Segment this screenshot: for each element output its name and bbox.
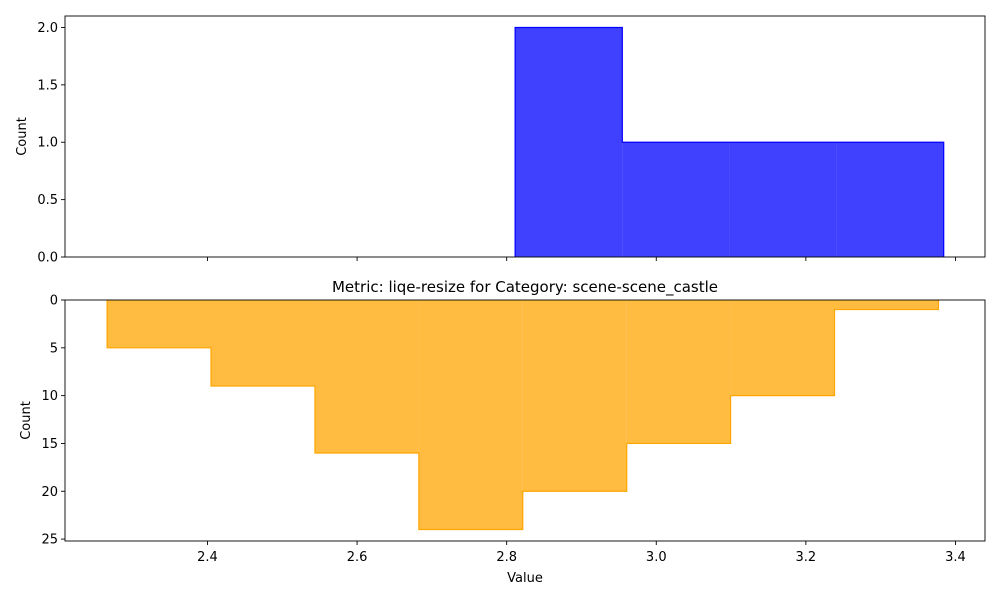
top-histogram-panel: 0.0 0.5 1.0 1.5 2.0 Count (15, 15, 986, 266)
axes-frame (64, 15, 986, 258)
histogram-bar (107, 300, 212, 348)
y-tick-label: 1.5 (37, 78, 58, 93)
x-tick-label: 3.4 (945, 550, 966, 565)
histogram-bar (729, 142, 837, 257)
histogram-bar (211, 300, 315, 387)
y-tick-label: 0.5 (37, 193, 58, 208)
histogram-bar (622, 142, 730, 257)
axes-frame (64, 299, 986, 542)
histogram-step-outline (514, 26, 945, 257)
histogram-bar (834, 300, 939, 310)
y-axis-label: Count (19, 401, 34, 440)
histogram-bar (522, 300, 627, 492)
y-tick-label: 0.0 (37, 251, 58, 266)
x-tick-label: 2.6 (347, 550, 368, 565)
x-axis-label: Value (507, 571, 543, 586)
x-tick-label: 3.2 (796, 550, 817, 565)
y-tick-label: 5 (50, 341, 58, 356)
x-tick-label: 2.8 (496, 550, 517, 565)
y-tick-label: 20 (41, 485, 58, 500)
y-tick-label: 25 (41, 533, 58, 548)
y-tick-label: 1.0 (37, 136, 58, 151)
histogram-bar (730, 300, 835, 396)
histogram-bar (418, 300, 523, 530)
histogram-step-outline (106, 300, 940, 531)
x-tick-label: 2.4 (197, 550, 218, 565)
x-tick-label: 3.0 (646, 550, 667, 565)
y-axis-label: Count (15, 117, 30, 156)
y-tick-label: 2.0 (37, 21, 58, 36)
y-tick-label: 0 (50, 294, 58, 309)
chart-title: Metric: liqe-resize for Category: scene-… (332, 278, 718, 297)
histogram-bar (515, 27, 623, 257)
bottom-histogram-panel: 0 5 10 15 20 25 2.4 2.6 2.8 3.0 3.2 3.4 Count Value Me… (19, 278, 986, 586)
histogram-bar (836, 142, 944, 257)
histogram-bar (626, 300, 731, 444)
y-tick-label: 10 (41, 389, 58, 404)
histogram-bar (314, 300, 419, 454)
y-tick-label: 15 (41, 437, 58, 452)
